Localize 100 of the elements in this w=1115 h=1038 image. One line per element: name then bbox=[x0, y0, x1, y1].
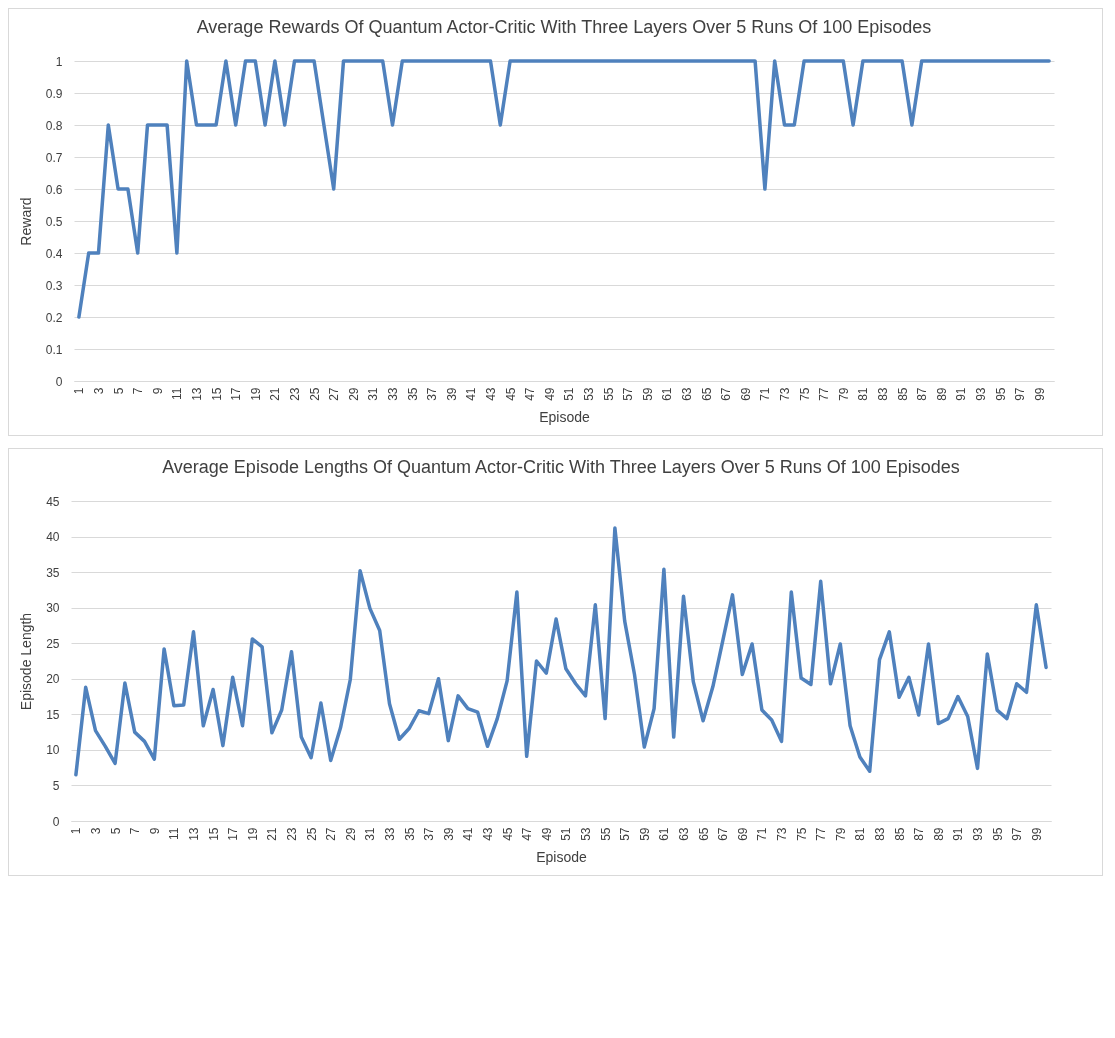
x-tick-label: 89 bbox=[934, 387, 949, 401]
x-tick-label: 77 bbox=[814, 827, 829, 841]
x-tick-label: 83 bbox=[876, 387, 890, 401]
x-tick-label: 55 bbox=[601, 387, 616, 401]
x-tick-label: 71 bbox=[755, 827, 770, 841]
x-tick-label: 7 bbox=[128, 827, 143, 835]
x-axis-title: Episode bbox=[539, 408, 591, 425]
x-tick-label: 29 bbox=[346, 387, 361, 401]
y-tick-label: 0 bbox=[55, 374, 63, 389]
x-tick-label: 97 bbox=[1013, 387, 1028, 401]
x-tick-label: 51 bbox=[559, 827, 574, 841]
x-tick-label: 13 bbox=[187, 827, 201, 841]
y-tick-label: 0.3 bbox=[45, 278, 63, 293]
x-tick-label: 49 bbox=[542, 387, 557, 401]
x-tick-label: 59 bbox=[637, 827, 652, 841]
y-tick-label: 30 bbox=[46, 601, 60, 616]
x-tick-label: 99 bbox=[1029, 827, 1044, 841]
x-tick-label: 87 bbox=[912, 827, 927, 841]
y-tick-label: 25 bbox=[46, 636, 60, 651]
y-tick-label: 0.4 bbox=[45, 246, 63, 261]
x-tick-label: 9 bbox=[150, 387, 165, 395]
x-tick-label: 45 bbox=[500, 827, 515, 841]
x-tick-label: 5 bbox=[108, 827, 123, 835]
x-axis-title: Episode bbox=[536, 848, 588, 865]
x-tick-label: 85 bbox=[895, 387, 910, 401]
x-tick-label: 85 bbox=[892, 827, 907, 841]
line-series bbox=[77, 59, 1051, 319]
x-tick-label: 87 bbox=[915, 387, 930, 401]
x-tick-label: 37 bbox=[422, 827, 437, 841]
x-tick-label: 27 bbox=[327, 387, 342, 401]
x-tick-label: 11 bbox=[167, 827, 182, 840]
x-tick-label: 29 bbox=[343, 827, 358, 841]
x-tick-label: 41 bbox=[464, 387, 479, 401]
x-tick-label: 3 bbox=[92, 387, 106, 395]
x-tick-label: 61 bbox=[660, 387, 675, 401]
x-tick-label: 81 bbox=[856, 387, 871, 401]
x-tick-label: 21 bbox=[268, 387, 283, 401]
y-tick-label: 0.5 bbox=[45, 214, 63, 229]
x-tick-label: 17 bbox=[226, 827, 241, 841]
x-tick-label: 95 bbox=[990, 827, 1005, 841]
chart-title: Average Episode Lengths Of Quantum Actor-Critic With Three Layers Over 5 Runs Of 100 Episodes bbox=[162, 457, 960, 477]
x-tick-label: 33 bbox=[386, 387, 400, 401]
x-tick-label: 11 bbox=[170, 387, 185, 400]
x-tick-label: 25 bbox=[304, 827, 319, 841]
y-axis-title: Reward bbox=[17, 197, 34, 246]
x-tick-label: 39 bbox=[444, 387, 459, 401]
y-tick-label: 0.8 bbox=[45, 118, 63, 133]
y-tick-label: 0.1 bbox=[45, 342, 63, 357]
x-tick-label: 93 bbox=[974, 387, 988, 401]
y-tick-label: 20 bbox=[46, 672, 60, 687]
x-tick-label: 47 bbox=[523, 387, 538, 401]
chart-title: Average Rewards Of Quantum Actor-Critic With Three Layers Over 5 Runs Of 100 Episodes bbox=[196, 17, 932, 37]
x-tick-label: 3 bbox=[89, 827, 103, 835]
x-tick-label: 79 bbox=[836, 387, 851, 401]
x-tick-label: 31 bbox=[366, 387, 381, 401]
x-tick-label: 15 bbox=[209, 387, 224, 401]
x-tick-label: 31 bbox=[363, 827, 378, 841]
x-tick-label: 15 bbox=[206, 827, 221, 841]
x-tick-label: 91 bbox=[954, 387, 969, 401]
x-tick-label: 49 bbox=[539, 827, 554, 841]
x-tick-label: 67 bbox=[716, 827, 731, 841]
x-tick-label: 63 bbox=[680, 387, 694, 401]
x-tick-label: 39 bbox=[441, 827, 456, 841]
x-tick-label: 1 bbox=[72, 387, 87, 395]
x-tick-label: 59 bbox=[640, 387, 655, 401]
x-tick-label: 53 bbox=[582, 387, 596, 401]
x-tick-label: 65 bbox=[696, 827, 711, 841]
x-tick-label: 35 bbox=[402, 827, 417, 841]
x-tick-label: 73 bbox=[778, 387, 792, 401]
x-tick-label: 53 bbox=[579, 827, 593, 841]
x-tick-label: 81 bbox=[853, 827, 868, 841]
x-tick-label: 71 bbox=[758, 387, 773, 401]
x-tick-label: 27 bbox=[324, 827, 339, 841]
x-tick-label: 79 bbox=[833, 827, 848, 841]
x-tick-label: 1 bbox=[69, 827, 84, 835]
x-tick-label: 13 bbox=[190, 387, 204, 401]
x-tick-label: 75 bbox=[794, 827, 809, 841]
x-tick-label: 25 bbox=[307, 387, 322, 401]
y-axis-title: Episode Length bbox=[18, 612, 35, 711]
x-tick-label: 45 bbox=[503, 387, 518, 401]
x-tick-label: 51 bbox=[562, 387, 577, 401]
y-tick-label: 15 bbox=[46, 707, 60, 722]
x-tick-label: 55 bbox=[598, 827, 613, 841]
x-tick-label: 33 bbox=[383, 827, 397, 841]
x-tick-label: 47 bbox=[520, 827, 535, 841]
x-tick-label: 77 bbox=[817, 387, 832, 401]
x-tick-label: 97 bbox=[1010, 827, 1025, 841]
x-tick-label: 75 bbox=[797, 387, 812, 401]
y-tick-label: 1 bbox=[55, 54, 63, 69]
y-tick-label: 0.7 bbox=[45, 150, 63, 165]
x-tick-label: 23 bbox=[285, 827, 299, 841]
x-tick-label: 17 bbox=[229, 387, 244, 401]
y-tick-label: 40 bbox=[46, 530, 60, 545]
x-tick-label: 63 bbox=[677, 827, 691, 841]
x-tick-label: 91 bbox=[951, 827, 966, 841]
y-tick-label: 45 bbox=[46, 494, 60, 509]
x-tick-label: 73 bbox=[775, 827, 789, 841]
x-tick-label: 19 bbox=[245, 827, 260, 841]
y-tick-label: 0 bbox=[52, 814, 60, 829]
x-tick-label: 57 bbox=[621, 387, 636, 401]
